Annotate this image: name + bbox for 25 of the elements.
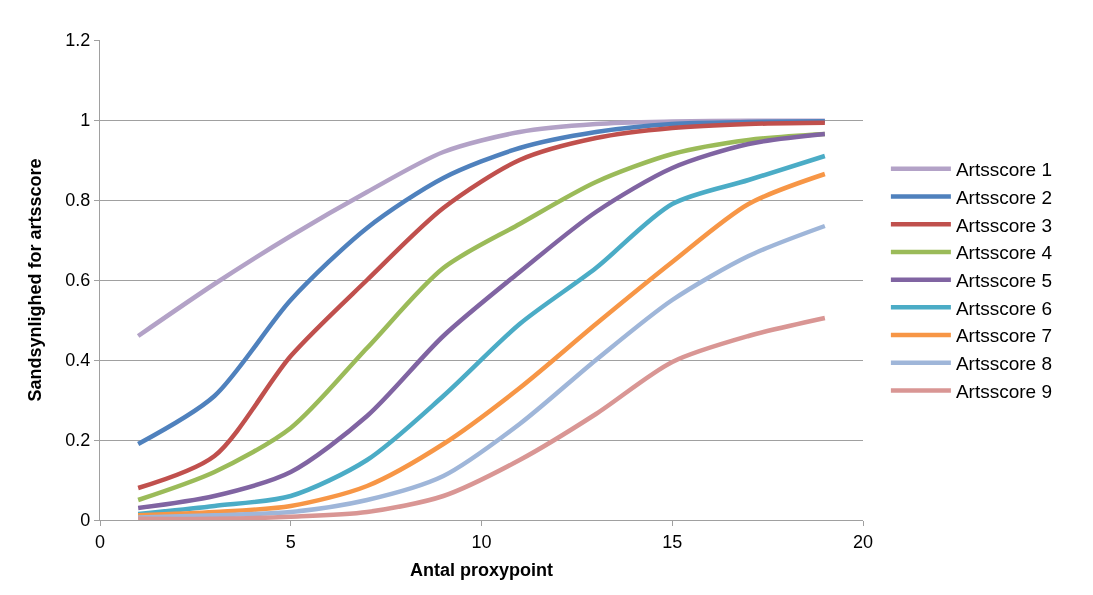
line-series [135, 223, 828, 520]
legend-label: Artsscore 2 [955, 186, 1052, 208]
x-tick-label: 5 [285, 531, 296, 552]
y-tick-label: 0.4 [65, 350, 91, 371]
x-axis-title: Antal proxypoint [410, 559, 553, 580]
legend-label: Artsscore 4 [955, 242, 1053, 264]
y-axis-title: Sandsynlighed for artsscore [25, 158, 46, 402]
x-tick-label: 0 [94, 531, 106, 552]
y-tick-label: 0.6 [65, 270, 91, 291]
legend-label: Artsscore 6 [955, 297, 1052, 319]
legend-label: Artsscore 1 [955, 159, 1052, 181]
legend-label: Artsscore 5 [955, 270, 1052, 292]
legend-label: Artsscore 3 [955, 214, 1052, 236]
line-series [135, 315, 828, 520]
y-tick-label: 0.8 [65, 190, 91, 211]
legend-label: Artsscore 8 [955, 353, 1052, 375]
y-tick-label: 1 [80, 110, 91, 131]
x-tick-label: 10 [471, 531, 492, 552]
x-tick-label: 20 [852, 531, 874, 552]
legend-label: Artsscore 7 [955, 325, 1052, 347]
legend-label: Artsscore 9 [955, 380, 1052, 402]
y-tick-label: 0.2 [65, 430, 91, 451]
y-tick-label: 0 [80, 510, 91, 531]
x-tick-label: 15 [662, 531, 683, 552]
y-tick-label: 1.2 [65, 30, 91, 51]
